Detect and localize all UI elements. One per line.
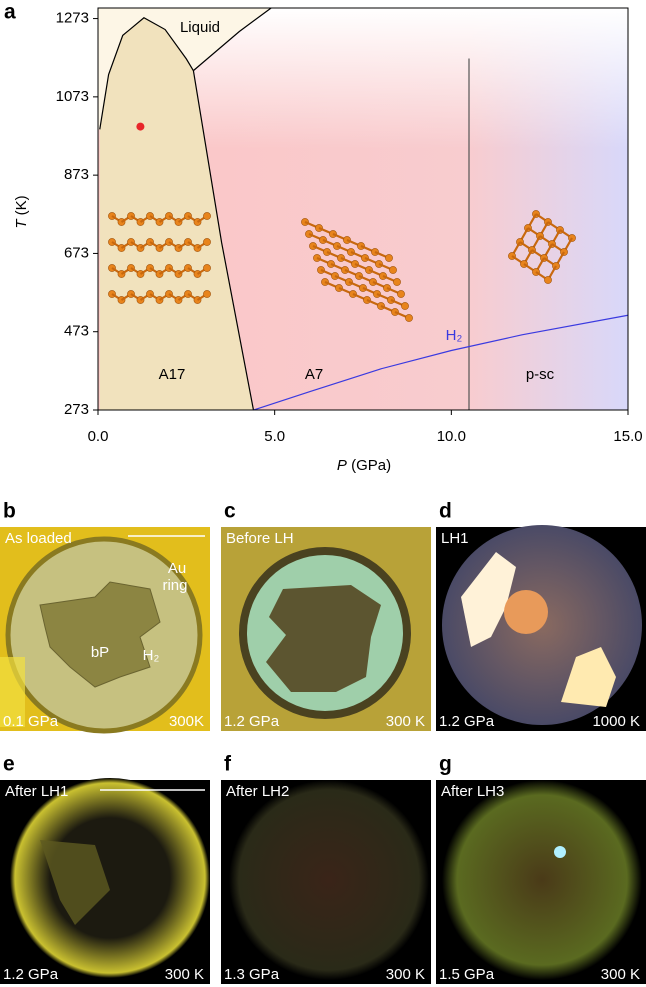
image: [461, 552, 516, 647]
region-label: A7: [305, 366, 323, 383]
image: [10, 778, 210, 978]
y-tick-label: 873: [64, 166, 89, 183]
panel-caption: After LH3: [441, 783, 504, 800]
micrograph-panel: [221, 780, 431, 984]
micrograph-panel: [436, 525, 646, 731]
y-axis-label: T (K): [13, 195, 30, 228]
pressure-label: 1.2 GPa: [3, 966, 59, 983]
panel-caption: LH1: [441, 530, 469, 547]
temperature-label: 300 K: [165, 966, 204, 983]
image: [0, 657, 25, 727]
temperature-label: 300 K: [601, 966, 640, 983]
pressure-label: 1.2 GPa: [224, 713, 280, 730]
panel-label: a: [4, 1, 16, 24]
region-a17: [99, 17, 254, 410]
temperature-label: 1000 K: [592, 713, 640, 730]
x-axis-symbol: P: [337, 457, 347, 474]
x-tick-label: 15.0: [613, 428, 642, 445]
panel-caption: After LH1: [5, 783, 68, 800]
x-tick-label: 5.0: [264, 428, 285, 445]
temperature-label: 300 K: [386, 966, 425, 983]
x-tick-label: 10.0: [437, 428, 466, 445]
crystal-atom: [401, 302, 409, 310]
region-liquid: [98, 8, 272, 130]
crystal-atom: [544, 276, 552, 284]
y-tick-label: 473: [64, 323, 89, 340]
region-label: p-sc: [526, 366, 555, 383]
crystal-atom: [203, 212, 211, 220]
panel-label: f: [224, 753, 232, 776]
pressure-label: 0.1 GPa: [3, 713, 59, 730]
image: [266, 585, 381, 692]
y-tick-label: 1073: [56, 88, 89, 105]
panel-label: g: [439, 753, 452, 776]
region-label: Liquid: [180, 19, 220, 36]
image-annotation: bP: [91, 644, 109, 661]
micrograph-panel: [221, 527, 431, 731]
data-point: [136, 122, 145, 131]
y-tick-label: 273: [64, 401, 89, 418]
image: [504, 590, 548, 634]
boundary-label: H₂: [446, 327, 463, 344]
temperature-label: 300K: [169, 713, 204, 730]
phase-boundary: [253, 314, 629, 411]
crystal-atom: [203, 238, 211, 246]
crystal-atom: [393, 278, 401, 286]
panel-label: e: [3, 753, 15, 776]
crystal-atom: [405, 314, 413, 322]
phase-boundary: [99, 17, 194, 130]
micrograph-panel: [0, 778, 210, 984]
micrograph-panel: [0, 527, 210, 734]
crystal-atom: [389, 266, 397, 274]
panel-caption: As loaded: [5, 530, 72, 547]
image: [554, 846, 566, 858]
panel-label: d: [439, 500, 452, 523]
y-tick-label: 1273: [56, 10, 89, 27]
y-tick-label: 673: [64, 244, 89, 261]
image-annotation: Au: [168, 560, 186, 577]
crystal-atom: [385, 254, 393, 262]
image-annotation: ring: [162, 577, 187, 594]
x-axis-label: P (GPa): [337, 457, 391, 474]
image: [40, 840, 110, 925]
pressure-label: 1.5 GPa: [439, 966, 495, 983]
x-axis-unit: (GPa): [351, 457, 391, 474]
crystal-atom: [203, 290, 211, 298]
panel-caption: After LH2: [226, 783, 289, 800]
plot-frame: [97, 7, 629, 411]
panel-label: b: [3, 500, 16, 523]
panel-label: c: [224, 500, 236, 523]
micrograph-panel: [436, 780, 646, 984]
image: [39, 581, 161, 688]
phase-diagram: H₂ Liquid A17 A7 p-sc 273 473 673 873 1073 1273 0.0…: [4, 1, 643, 474]
pressure-label: 1.3 GPa: [224, 966, 280, 983]
crystal-atom: [397, 290, 405, 298]
y-axis-unit: (K): [13, 195, 30, 215]
phase-boundary: [193, 7, 272, 72]
pressure-label: 1.2 GPa: [439, 713, 495, 730]
image: [442, 780, 642, 980]
y-axis-symbol: T: [13, 218, 30, 229]
panel-caption: Before LH: [226, 530, 294, 547]
image: [561, 647, 616, 707]
x-tick-label: 0.0: [88, 428, 109, 445]
image-annotation: H₂: [143, 647, 160, 664]
image: [229, 780, 429, 980]
crystal-atom: [203, 264, 211, 272]
phase-boundary: [192, 70, 255, 411]
temperature-label: 300 K: [386, 713, 425, 730]
region-label: A17: [159, 366, 186, 383]
